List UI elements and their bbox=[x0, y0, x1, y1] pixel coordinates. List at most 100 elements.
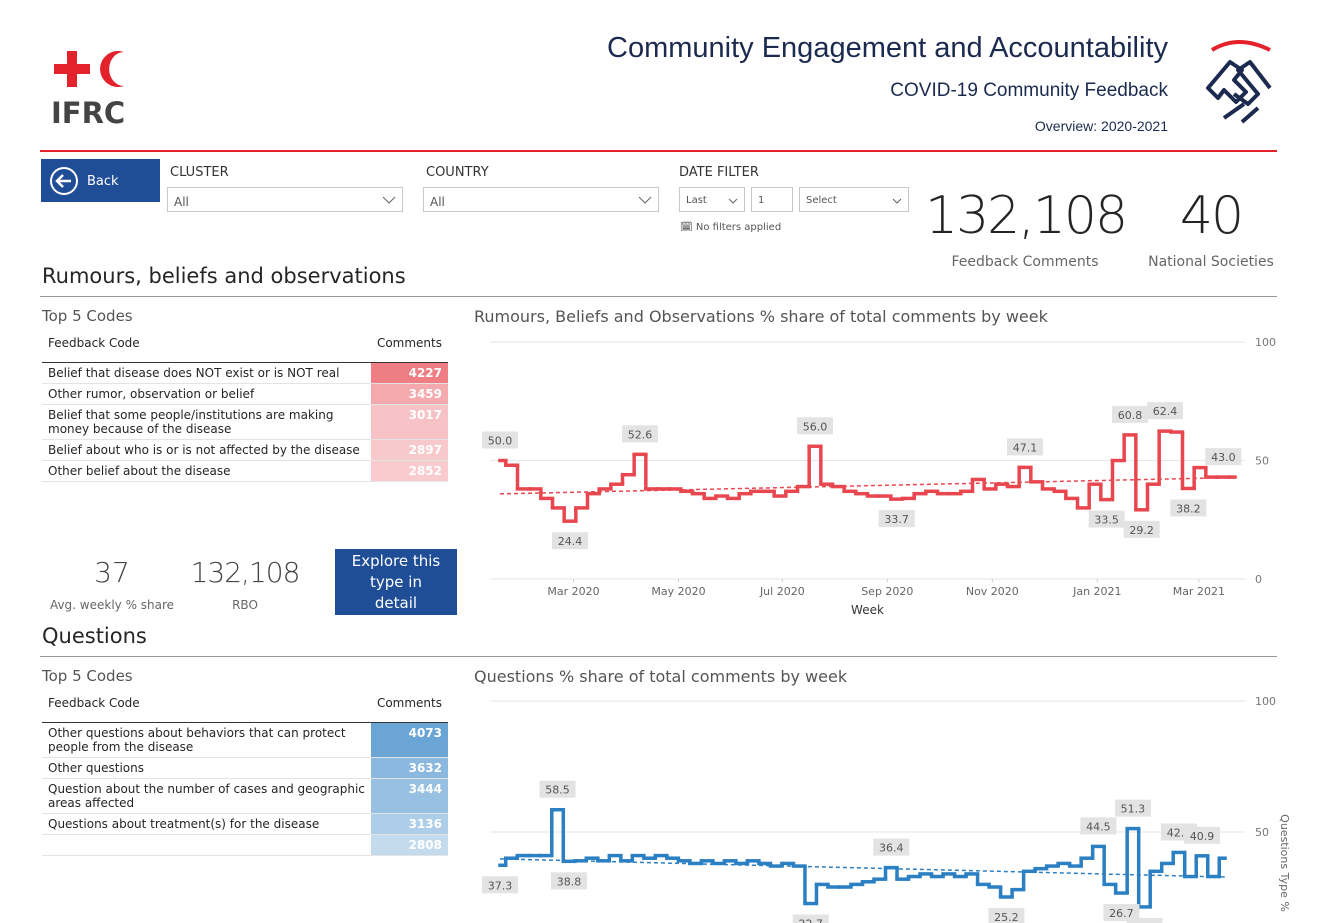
data-label: 37.3 bbox=[488, 879, 513, 892]
kpi-label: National Societies bbox=[1148, 254, 1274, 270]
table-row: Belief that disease does NOT exist or is… bbox=[42, 362, 448, 384]
count-cell: 3632 bbox=[370, 757, 448, 779]
x-tick-label: Mar 2021 bbox=[1173, 585, 1225, 598]
date-unit[interactable]: Select bbox=[799, 187, 909, 212]
label-box bbox=[873, 838, 910, 856]
subtitle: COVID-19 Community Feedback bbox=[890, 80, 1168, 101]
count-cell: 4227 bbox=[370, 362, 448, 384]
explore-button[interactable]: Explore this type in detail bbox=[335, 549, 457, 615]
table-row: Other questions about behaviors that can… bbox=[42, 722, 448, 758]
data-label: 38.8 bbox=[557, 875, 582, 888]
back-button[interactable]: Back bbox=[41, 159, 160, 202]
y-tick-label: 100 bbox=[1255, 336, 1276, 349]
column-header: Feedback Code bbox=[42, 696, 371, 723]
dropdown-value: Last bbox=[686, 195, 707, 206]
data-label: 47.1 bbox=[1013, 441, 1038, 454]
count-cell: 4073 bbox=[370, 722, 448, 758]
logo: IFRC bbox=[51, 51, 125, 130]
data-label: 58.5 bbox=[545, 784, 570, 797]
label-box bbox=[878, 510, 915, 528]
code-cell: Questions about treatment(s) for the dis… bbox=[42, 813, 371, 835]
label-box bbox=[1103, 904, 1140, 922]
x-tick-label: Jan 2021 bbox=[1072, 585, 1121, 598]
label-box bbox=[551, 872, 588, 890]
kpi-value: 40 bbox=[1179, 186, 1244, 246]
count-cell: 3017 bbox=[370, 404, 448, 440]
label-box bbox=[792, 914, 829, 923]
table-row: Other questions 3632 bbox=[42, 757, 448, 779]
date-count[interactable]: 1 bbox=[751, 187, 793, 212]
x-tick-label: Jul 2020 bbox=[759, 585, 805, 598]
date-mode[interactable]: Last bbox=[679, 187, 745, 212]
label-box bbox=[1007, 438, 1043, 456]
x-axis-label: Week bbox=[851, 603, 884, 617]
data-label: 29.2 bbox=[1129, 524, 1154, 537]
label-box bbox=[482, 876, 518, 894]
overview: Overview: 2020-2021 bbox=[1034, 118, 1168, 134]
stat-value: 37 bbox=[94, 556, 130, 589]
label-box bbox=[1088, 510, 1125, 528]
country-dropdown[interactable]: All bbox=[423, 187, 659, 212]
cluster-dropdown[interactable]: All bbox=[167, 187, 403, 212]
filter-status: 🗓 No filters applied bbox=[680, 222, 782, 233]
section-title: Rumours, beliefs and observations bbox=[42, 264, 406, 288]
back-icon bbox=[50, 167, 78, 195]
label-box bbox=[1205, 448, 1242, 466]
data-label: 26.7 bbox=[1109, 907, 1134, 920]
column-header: Comments bbox=[370, 336, 448, 363]
logo-text: IFRC bbox=[51, 96, 125, 130]
table-row: Belief that some people/institutions are… bbox=[42, 404, 448, 440]
count-cell: 3136 bbox=[370, 813, 448, 835]
data-label: 24.4 bbox=[558, 535, 583, 548]
x-tick-label: Sep 2020 bbox=[861, 585, 913, 598]
dropdown-value: All bbox=[174, 195, 189, 209]
count-cell: 2852 bbox=[370, 460, 448, 482]
label-box bbox=[1114, 799, 1151, 817]
status-text: No filters applied bbox=[695, 222, 782, 233]
chart-title: Questions % share of total comments by w… bbox=[474, 667, 848, 686]
filter-label: CLUSTER bbox=[170, 165, 229, 180]
input-value: 1 bbox=[758, 195, 765, 206]
data-label: 52.6 bbox=[628, 428, 653, 441]
column-header: Feedback Code bbox=[42, 336, 371, 363]
stat-value: 132,108 bbox=[190, 556, 301, 589]
label-box bbox=[552, 532, 588, 550]
table-row: Questions about treatment(s) for the dis… bbox=[42, 813, 448, 835]
codes-table: Feedback Code Comments Other questions abo… bbox=[42, 696, 448, 856]
y-tick-label: 0 bbox=[1255, 573, 1262, 586]
label-box bbox=[1126, 917, 1163, 923]
code-cell: Belief that disease does NOT exist or is… bbox=[42, 362, 371, 384]
data-label: 56.0 bbox=[803, 420, 828, 433]
stat-label: Avg. weekly % share bbox=[49, 598, 175, 612]
table-row: Other belief about the disease 2852 bbox=[42, 460, 448, 482]
filter-label: COUNTRY bbox=[426, 165, 489, 180]
count-cell: 2897 bbox=[370, 439, 448, 461]
chart: 0 50 100 Mar 2020 May 2020 Jul 2020 Sep 2020 No… bbox=[482, 336, 1276, 617]
code-cell: Other rumor, observation or belief bbox=[42, 383, 371, 405]
count-cell: 3459 bbox=[370, 383, 448, 405]
data-label: 33.7 bbox=[884, 513, 909, 526]
label-box bbox=[482, 431, 518, 449]
label-box bbox=[1080, 817, 1117, 835]
chart-title: Rumours, Beliefs and Observations % shar… bbox=[474, 307, 1048, 326]
label-box bbox=[1123, 520, 1160, 538]
x-tick-label: Mar 2020 bbox=[547, 585, 599, 598]
kpi-label: Feedback Comments bbox=[951, 254, 1099, 270]
handshake-icon bbox=[1206, 40, 1272, 124]
code-cell: Belief that some people/institutions are… bbox=[42, 404, 371, 440]
data-label: 33.5 bbox=[1094, 514, 1119, 527]
table-row: 2808 bbox=[42, 834, 448, 856]
data-label: 25.2 bbox=[994, 911, 1019, 923]
data-label: 62.4 bbox=[1153, 405, 1178, 418]
header-row: Feedback Code Comments bbox=[42, 696, 448, 723]
label-box bbox=[797, 417, 833, 435]
filter-label: DATE FILTER bbox=[679, 165, 759, 180]
dropdown-value: All bbox=[430, 195, 445, 209]
y-tick-label: 50 bbox=[1255, 826, 1269, 839]
label-box bbox=[1183, 826, 1220, 844]
table-row: Question about the number of cases and g… bbox=[42, 778, 448, 814]
kpi-value: 132,108 bbox=[925, 186, 1128, 246]
code-cell: Other belief about the disease bbox=[42, 460, 371, 482]
data-label: 22.7 bbox=[798, 918, 823, 923]
